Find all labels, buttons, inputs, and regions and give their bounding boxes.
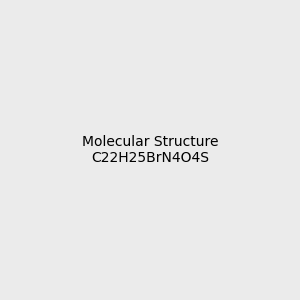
Text: Molecular Structure
C22H25BrN4O4S: Molecular Structure C22H25BrN4O4S: [82, 135, 218, 165]
